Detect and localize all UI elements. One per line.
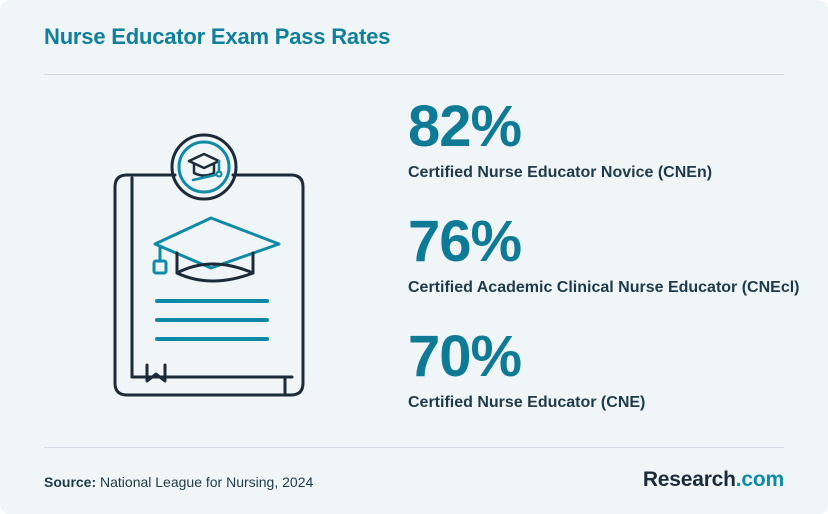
brand-logo: Research.com (643, 468, 784, 492)
chart-title: Nurse Educator Exam Pass Rates (44, 24, 391, 49)
stat-value: 82% (408, 94, 522, 159)
source-label: Source: (44, 474, 97, 490)
stat-cnen: 82% Certified Nurse Educator Novice (CNE… (408, 98, 712, 182)
stat-value: 70% (408, 324, 522, 389)
certification-book-icon (113, 133, 305, 397)
source-text: National League for Nursing, 2024 (100, 474, 314, 490)
brand-suffix: .com (735, 468, 784, 491)
stat-value: 76% (408, 209, 522, 274)
stat-label: Certified Academic Clinical Nurse Educat… (408, 279, 800, 296)
stat-cne: 70% Certified Nurse Educator (CNE) (408, 328, 645, 412)
brand-name: Research (642, 468, 736, 491)
stat-cnecl: 76% Certified Academic Clinical Nurse Ed… (408, 213, 800, 297)
top-divider (44, 74, 784, 75)
source-note: Source: National League for Nursing, 202… (44, 474, 313, 490)
stat-label: Certified Nurse Educator (CNE) (408, 394, 646, 411)
stat-label: Certified Nurse Educator Novice (CNEn) (408, 164, 713, 181)
bottom-divider (44, 447, 784, 448)
